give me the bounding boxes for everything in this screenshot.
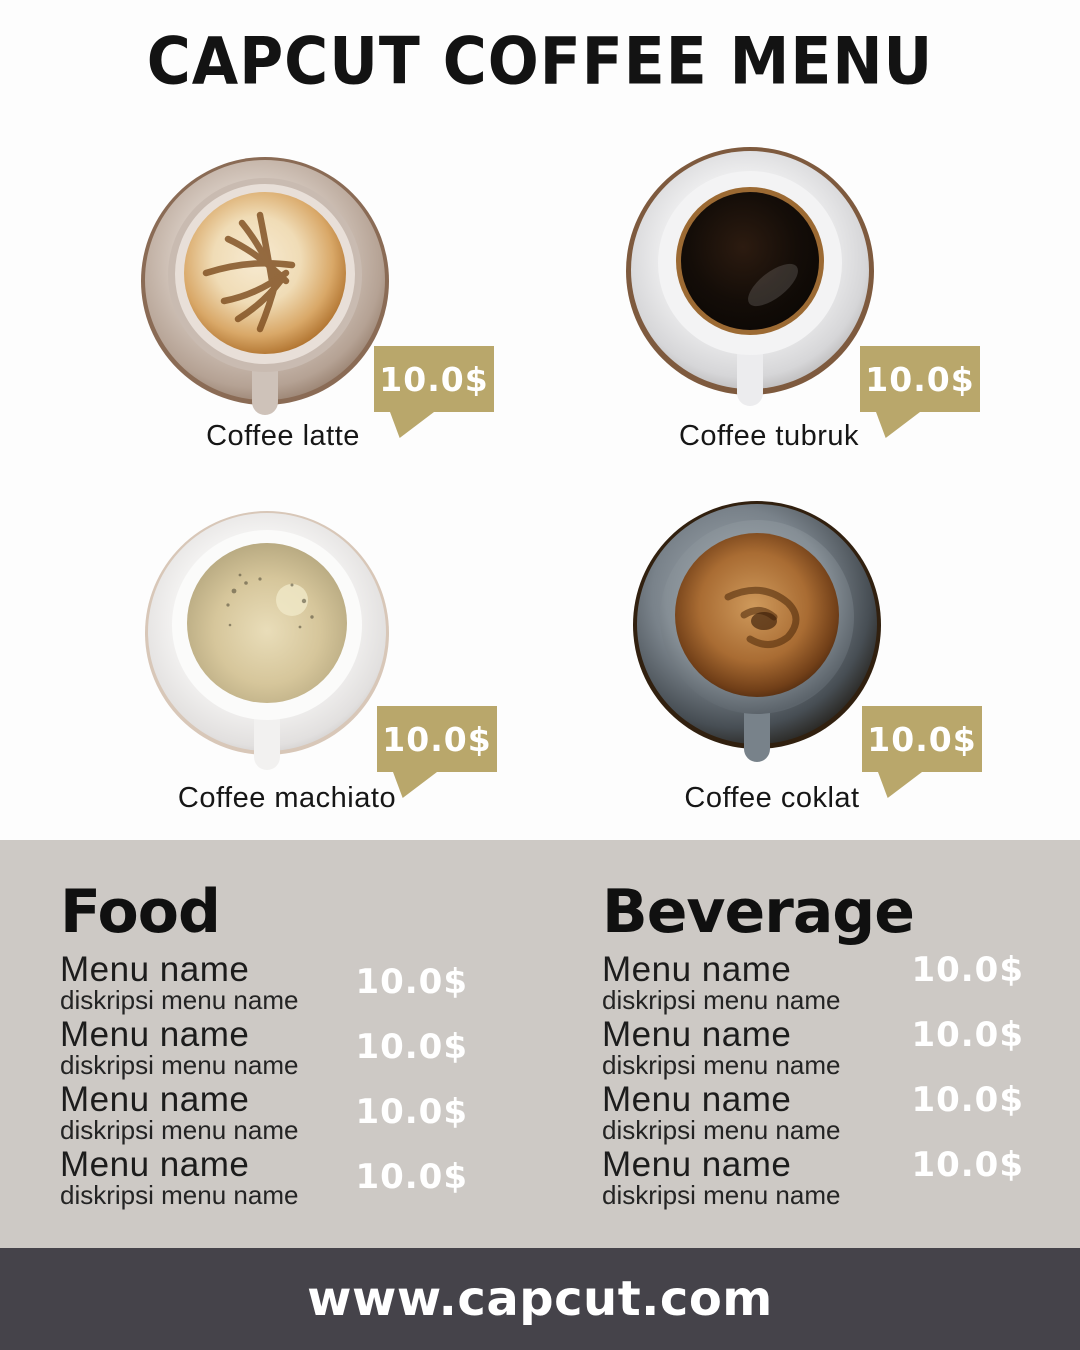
menu-item-description: diskripsi menu name bbox=[602, 1180, 841, 1210]
menu-item-price: 10.0$ bbox=[911, 1145, 1024, 1185]
price-tag-coffee-latte: 10.0$ bbox=[374, 346, 494, 412]
price-label: 10.0$ bbox=[379, 359, 489, 399]
menu-item: Menu name diskripsi menu name 10.0$ bbox=[60, 1147, 468, 1208]
section-heading-food: Food bbox=[60, 877, 221, 947]
product-name-coffee-tubruk: Coffee tubruk bbox=[678, 420, 860, 452]
price-tag-coffee-coklat: 10.0$ bbox=[862, 706, 982, 772]
menu-item-name: Menu name bbox=[602, 1080, 792, 1119]
menu-item-name: Menu name bbox=[60, 1145, 250, 1184]
price-label: 10.0$ bbox=[382, 719, 492, 759]
menu-item-price: 10.0$ bbox=[355, 1027, 468, 1067]
product-name-coffee-coklat: Coffee coklat bbox=[684, 782, 860, 814]
menu-item-name: Menu name bbox=[602, 1015, 792, 1054]
menu-item-name: Menu name bbox=[60, 1015, 250, 1054]
website-url: www.capcut.com bbox=[307, 1271, 773, 1327]
product-name-coffee-machiato: Coffee machiato bbox=[177, 782, 397, 814]
menu-item: Menu name diskripsi menu name 10.0$ bbox=[60, 1017, 468, 1078]
menu-item-description: diskripsi menu name bbox=[60, 985, 299, 1015]
product-name-coffee-latte: Coffee latte bbox=[206, 420, 360, 452]
menu-item-name: Menu name bbox=[60, 1080, 250, 1119]
coffee-coklat-image bbox=[632, 497, 882, 767]
coffee-machiato-image bbox=[142, 505, 392, 775]
section-heading-beverage: Beverage bbox=[602, 877, 915, 947]
menu-item: Menu name diskripsi menu name 10.0$ bbox=[60, 952, 468, 1013]
menu-item-name: Menu name bbox=[60, 950, 250, 989]
poster-title: CAPCUT COFFEE MENU bbox=[146, 24, 934, 100]
price-tag-coffee-tubruk: 10.0$ bbox=[860, 346, 980, 412]
menu-item: Menu name diskripsi menu name 10.0$ bbox=[602, 950, 1024, 1015]
menu-item: Menu name diskripsi menu name 10.0$ bbox=[602, 1015, 1024, 1080]
menu-item-description: diskripsi menu name bbox=[60, 1180, 299, 1210]
menu-item-description: diskripsi menu name bbox=[60, 1050, 299, 1080]
menu-item: Menu name diskripsi menu name 10.0$ bbox=[602, 1145, 1024, 1210]
price-tag-coffee-machiato: 10.0$ bbox=[377, 706, 497, 772]
menu-item-name: Menu name bbox=[602, 1145, 792, 1184]
menu-item-name: Menu name bbox=[602, 950, 792, 989]
coffee-latte-image bbox=[140, 153, 390, 423]
menu-item-description: diskripsi menu name bbox=[60, 1115, 299, 1145]
price-label: 10.0$ bbox=[865, 359, 975, 399]
menu-item-price: 10.0$ bbox=[911, 1015, 1024, 1055]
coffee-tubruk-top-view-icon bbox=[626, 147, 874, 406]
menu-section-food: Food Menu name diskripsi menu name 10.0$… bbox=[60, 882, 468, 1212]
coffee-tubruk-image bbox=[625, 143, 875, 413]
menu-item-price: 10.0$ bbox=[355, 1157, 468, 1197]
menu-item-price: 10.0$ bbox=[355, 1092, 468, 1132]
menu-item-price: 10.0$ bbox=[911, 950, 1024, 990]
coffee-coklat-top-view-icon bbox=[633, 501, 881, 762]
menu-item: Menu name diskripsi menu name 10.0$ bbox=[60, 1082, 468, 1143]
menu-item-price: 10.0$ bbox=[355, 962, 468, 1002]
coffee-machiato-top-view-icon bbox=[145, 511, 389, 770]
menu-section-beverage: Beverage Menu name diskripsi menu name 1… bbox=[602, 882, 1024, 1212]
menu-item-description: diskripsi menu name bbox=[602, 985, 841, 1015]
menu-item-description: diskripsi menu name bbox=[602, 1050, 841, 1080]
menu-item: Menu name diskripsi menu name 10.0$ bbox=[602, 1080, 1024, 1145]
menu-item-description: diskripsi menu name bbox=[602, 1115, 841, 1145]
menu-item-price: 10.0$ bbox=[911, 1080, 1024, 1120]
footer-bar: www.capcut.com bbox=[0, 1248, 1080, 1350]
price-label: 10.0$ bbox=[867, 719, 977, 759]
coffee-latte-top-view-icon bbox=[141, 157, 389, 415]
menu-panel: Food Menu name diskripsi menu name 10.0$… bbox=[0, 840, 1080, 1248]
